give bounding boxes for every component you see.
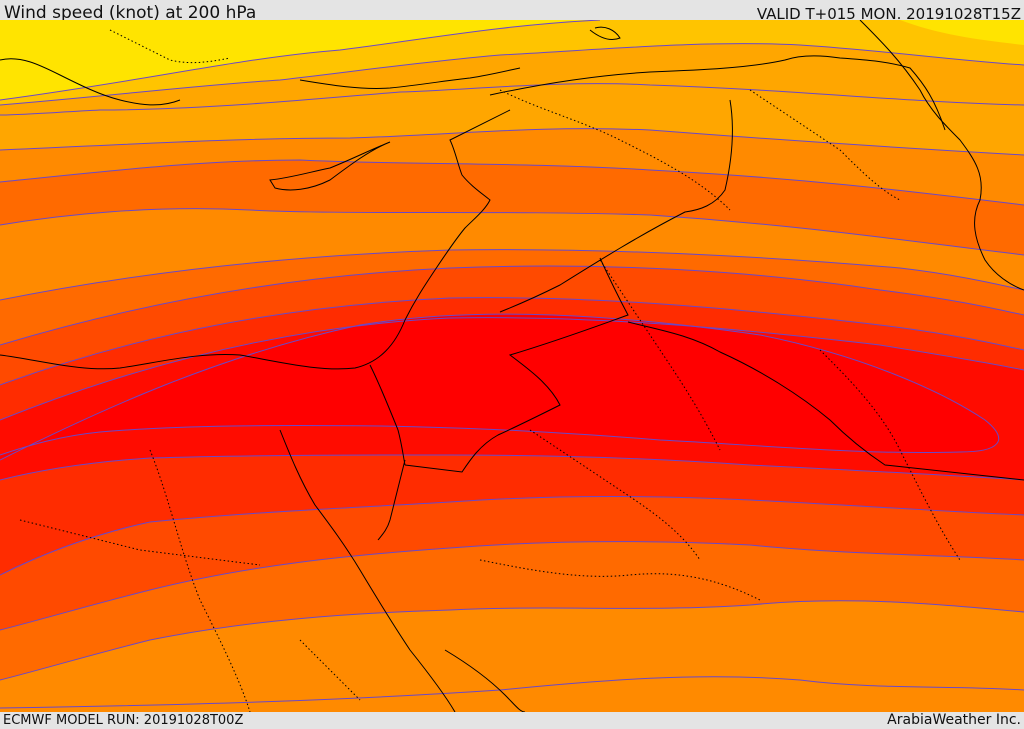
coastline-north: [0, 58, 181, 106]
footer-bar: ECMWF MODEL RUN: 20191028T00Z ArabiaWeat…: [0, 712, 1024, 729]
contour-line: [0, 541, 1024, 631]
coastlines: [0, 20, 1024, 712]
border: [599, 259, 721, 451]
border-egypt: [369, 364, 406, 466]
contour-line: [0, 128, 1024, 156]
contour-line: [0, 249, 1024, 301]
coastline-turkey: [299, 67, 521, 89]
contour-line: [0, 495, 1024, 576]
credit: ArabiaWeather Inc.: [887, 712, 1021, 728]
model-run: ECMWF MODEL RUN: 20191028T00Z: [3, 713, 244, 728]
contour-line: [0, 317, 1024, 421]
border: [109, 29, 231, 64]
contour-line: [0, 265, 1024, 346]
political-borders: [369, 55, 1024, 481]
coastline: [0, 109, 511, 370]
border: [299, 639, 361, 701]
band-south-1: [0, 676, 1024, 712]
wind-contours: [0, 20, 1024, 709]
contour-line: [0, 600, 1024, 681]
band-jet-8: [0, 314, 999, 460]
contour-line: [0, 159, 1024, 206]
contour-line: [0, 83, 1024, 116]
border-syria-iraq: [499, 99, 733, 313]
coastline-red-sea: [444, 649, 526, 712]
header-bar: Wind speed (knot) at 200 hPa VALID T+015…: [0, 0, 1024, 23]
coastline-caspian: [589, 26, 621, 41]
contour-line: [0, 43, 1024, 106]
band-north-7: [900, 20, 1024, 45]
border: [749, 89, 901, 201]
border: [19, 519, 261, 566]
borders: [19, 29, 961, 712]
border: [479, 559, 761, 601]
coastline-cyprus: [269, 141, 391, 191]
wind-speed-map: [0, 20, 1024, 712]
contour-line: [0, 454, 1024, 481]
contour-line: [0, 313, 1000, 461]
contour-line: [0, 20, 601, 101]
border: [819, 349, 961, 561]
coastline-sinai: [279, 429, 456, 712]
border: [529, 429, 701, 561]
border: [499, 89, 731, 211]
border-jordan: [404, 257, 629, 473]
border-iraq: [489, 55, 946, 131]
contour-line: [0, 208, 1024, 256]
band-north-6: [0, 20, 600, 100]
coastline-aqaba: [377, 459, 406, 541]
contour-line: [0, 676, 1024, 709]
coastline-gulf: [859, 20, 1024, 291]
border-saudi: [627, 321, 1024, 481]
contour-line: [0, 297, 1024, 386]
map-title: Wind speed (knot) at 200 hPa: [4, 3, 257, 23]
valid-time: VALID T+015 MON. 20191028T15Z: [756, 5, 1021, 23]
